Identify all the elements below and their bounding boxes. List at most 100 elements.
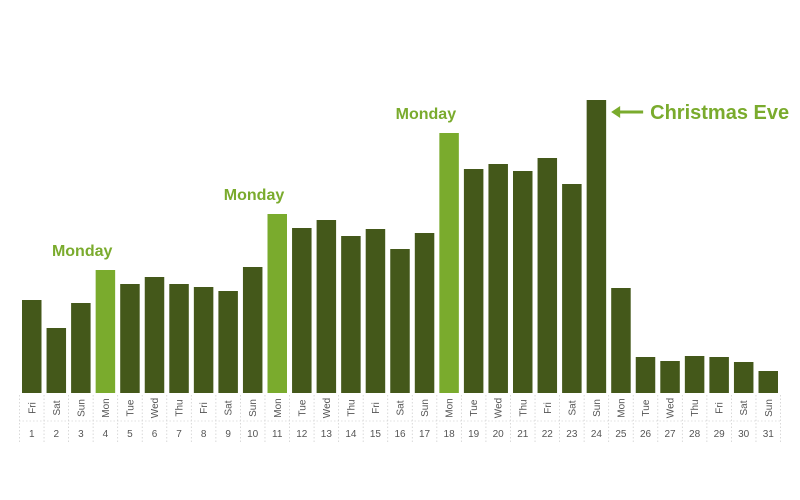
date-label: 9 xyxy=(225,429,231,440)
date-label: 3 xyxy=(78,429,84,440)
date-label: 24 xyxy=(591,429,603,440)
date-label: 21 xyxy=(517,429,529,440)
weekday-label: Thu xyxy=(690,399,701,416)
weekday-label: Thu xyxy=(518,399,529,416)
bar-day-27 xyxy=(660,361,680,393)
date-label: 26 xyxy=(640,429,652,440)
bar-day-17 xyxy=(414,233,435,393)
bar-day-1 xyxy=(22,300,42,393)
bar-day-14 xyxy=(341,236,361,393)
date-label: 13 xyxy=(321,429,333,440)
date-label: 22 xyxy=(542,429,554,440)
weekday-label: Fri xyxy=(199,402,210,414)
annotation-label: Monday xyxy=(224,187,285,204)
date-label: 29 xyxy=(714,429,726,440)
date-label: 20 xyxy=(493,429,505,440)
date-label: 5 xyxy=(127,429,133,440)
date-label: 11 xyxy=(272,429,283,440)
weekday-label: Tue xyxy=(297,399,308,416)
bar-day-18 xyxy=(439,133,459,393)
bar-day-24 xyxy=(586,100,607,393)
date-label: 12 xyxy=(296,429,308,440)
date-label: 27 xyxy=(664,429,676,440)
date-label: 23 xyxy=(566,429,578,440)
weekday-label: Fri xyxy=(371,402,382,414)
weekday-label: Fri xyxy=(543,402,554,414)
x-axis-labels: Fri 1 Sat 2 Sun 3 Mon 4 Tue 5 Wed 6 Thu 7 Fri 8 Sat 9 Sun 1… xyxy=(27,398,775,440)
bar-day-19 xyxy=(463,169,484,393)
weekday-label: Thu xyxy=(175,399,186,416)
date-label: 18 xyxy=(444,429,456,440)
bar-day-8 xyxy=(193,287,214,393)
date-label: 16 xyxy=(394,429,406,440)
weekday-label: Wed xyxy=(150,398,161,418)
weekday-label: Mon xyxy=(616,398,627,417)
bar-day-25 xyxy=(611,288,631,393)
bar-day-26 xyxy=(635,357,656,393)
bar-day-21 xyxy=(513,171,533,393)
bar-day-6 xyxy=(144,277,165,393)
date-label: 31 xyxy=(763,429,775,440)
weekday-label: Wed xyxy=(666,398,677,418)
weekday-label: Tue xyxy=(641,399,652,416)
date-label: 2 xyxy=(54,429,60,440)
bar-day-20 xyxy=(488,164,508,393)
weekday-label: Wed xyxy=(494,398,505,418)
bar-day-2 xyxy=(46,328,67,393)
bar-day-16 xyxy=(390,249,410,393)
annotations: Monday Monday Monday Christmas Eve xyxy=(52,102,789,260)
date-label: 30 xyxy=(738,429,750,440)
weekday-label: Fri xyxy=(27,402,38,414)
weekday-label: Fri xyxy=(715,402,726,414)
date-label: 19 xyxy=(468,429,480,440)
weekday-label: Sat xyxy=(52,400,63,415)
date-label: 15 xyxy=(370,429,382,440)
bar-day-3 xyxy=(71,303,91,393)
weekday-label: Mon xyxy=(101,398,112,417)
bar-day-28 xyxy=(684,356,705,393)
date-label: 28 xyxy=(689,429,701,440)
bar-day-29 xyxy=(709,357,729,393)
weekday-label: Tue xyxy=(125,399,136,416)
weekday-label: Wed xyxy=(322,398,333,418)
bars xyxy=(22,100,778,393)
date-label: 10 xyxy=(247,429,259,440)
weekday-label: Sat xyxy=(224,400,235,415)
bar-day-7 xyxy=(169,284,189,393)
weekday-label: Sat xyxy=(396,400,407,415)
bar-day-30 xyxy=(733,362,754,393)
weekday-label: Sun xyxy=(248,399,259,417)
bar-day-4 xyxy=(95,270,116,393)
bar-day-22 xyxy=(537,158,558,393)
date-label: 17 xyxy=(419,429,431,440)
date-label: 4 xyxy=(103,429,109,440)
bar-day-11 xyxy=(267,214,287,393)
weekday-label: Sun xyxy=(420,399,431,417)
bar-day-5 xyxy=(120,284,140,393)
date-label: 25 xyxy=(615,429,627,440)
weekday-label: Sun xyxy=(592,399,603,417)
bar-day-9 xyxy=(218,291,238,393)
date-label: 8 xyxy=(201,429,207,440)
weekday-label: Sat xyxy=(567,400,578,415)
weekday-label: Sun xyxy=(76,399,87,417)
weekday-label: Tue xyxy=(469,399,480,416)
bar-day-15 xyxy=(365,229,386,393)
bar-day-31 xyxy=(758,371,778,393)
weekday-label: Sat xyxy=(739,400,750,415)
date-label: 1 xyxy=(29,429,35,440)
weekday-label: Thu xyxy=(346,399,357,416)
bar-day-10 xyxy=(242,267,263,393)
date-label: 6 xyxy=(152,429,158,440)
weekday-label: Mon xyxy=(445,398,456,417)
annotation-label: Monday xyxy=(52,243,113,260)
date-label: 7 xyxy=(176,429,182,440)
weekday-label: Mon xyxy=(273,398,284,417)
annotation-label: Christmas Eve xyxy=(650,102,789,124)
date-label: 14 xyxy=(345,429,357,440)
bar-day-13 xyxy=(316,220,337,393)
christmas-eve-arrow-head xyxy=(611,106,621,118)
bar-day-12 xyxy=(292,228,312,393)
annotation-label: Monday xyxy=(396,106,457,123)
weekday-label: Sun xyxy=(764,399,775,417)
